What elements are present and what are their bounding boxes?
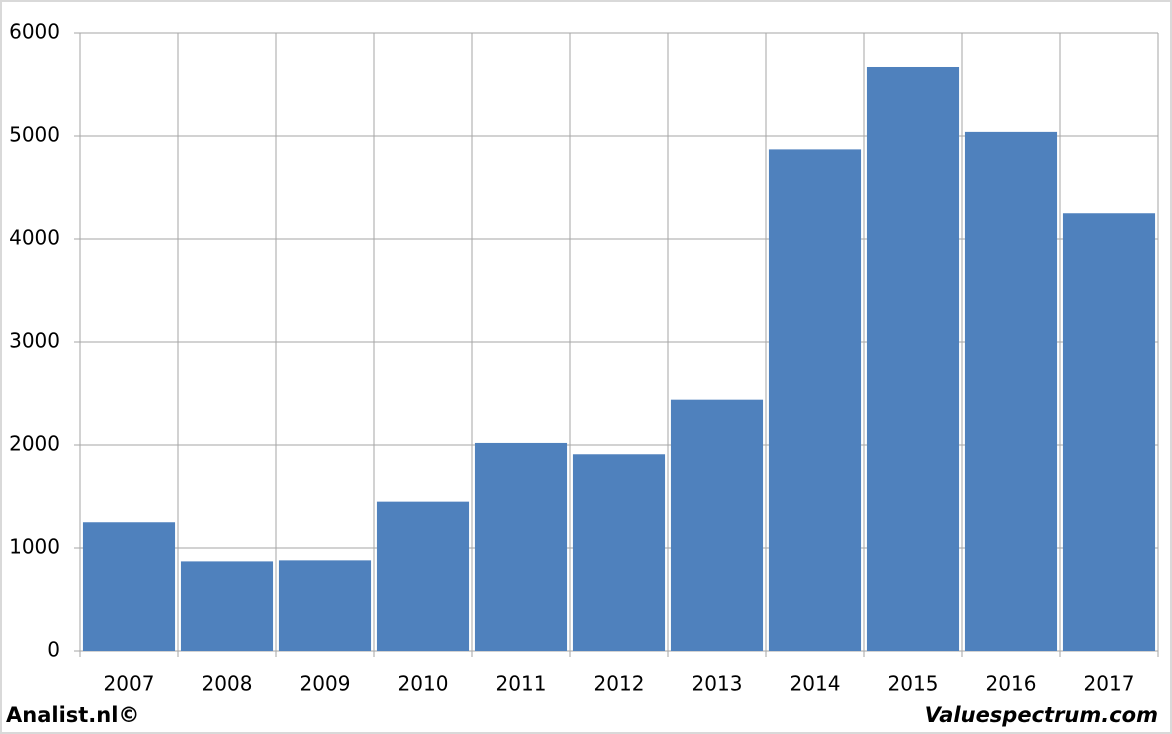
x-tick-label: 2010 (398, 672, 449, 696)
bar (768, 149, 862, 651)
bar (866, 66, 960, 652)
y-tick-label: 3000 (9, 329, 60, 353)
y-tick-label: 0 (47, 638, 60, 662)
x-tick-label: 2015 (888, 672, 939, 696)
bar (572, 454, 666, 651)
bar (670, 399, 764, 651)
x-tick-label: 2011 (496, 672, 547, 696)
y-tick-label: 4000 (9, 226, 60, 250)
bar (1062, 213, 1156, 651)
bar (278, 560, 372, 651)
x-tick-label: 2012 (594, 672, 645, 696)
x-tick-label: 2016 (986, 672, 1037, 696)
x-tick-label: 2008 (202, 672, 253, 696)
source-right: Valuespectrum.com (925, 703, 1158, 727)
bar (376, 501, 470, 651)
x-tick-label: 2014 (790, 672, 841, 696)
bar (82, 522, 176, 651)
source-left: Analist.nl© (6, 703, 139, 727)
x-tick-label: 2009 (300, 672, 351, 696)
x-tick-label: 2007 (104, 672, 155, 696)
x-tick-label: 2017 (1084, 672, 1135, 696)
y-tick-label: 1000 (9, 535, 60, 559)
x-tick-label: 2013 (692, 672, 743, 696)
bar (964, 131, 1058, 651)
y-tick-label: 2000 (9, 432, 60, 456)
y-tick-label: 5000 (9, 123, 60, 147)
bar (474, 442, 568, 651)
bar (180, 561, 274, 651)
y-tick-label: 6000 (9, 20, 60, 44)
